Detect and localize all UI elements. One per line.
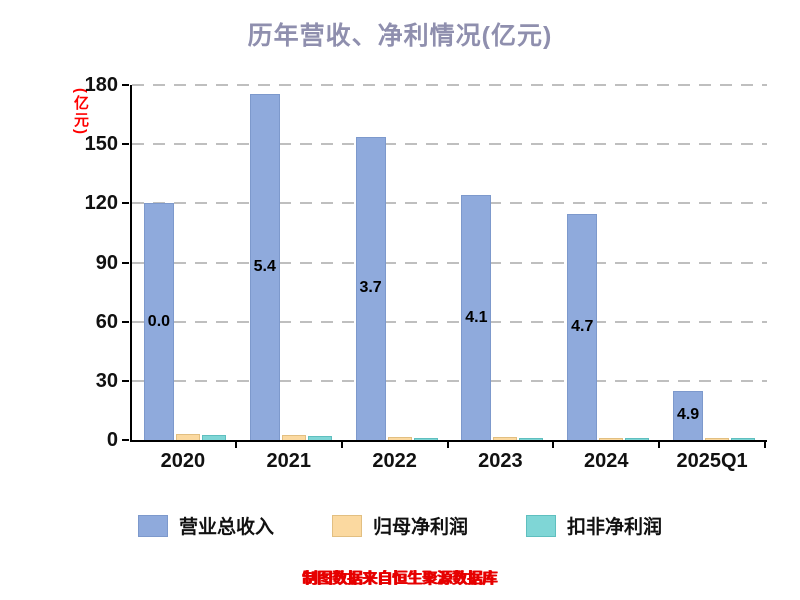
bar-营业总收入-2025Q1: [673, 390, 704, 440]
bar-value-label-2022: 3.7: [359, 279, 382, 297]
bar-归母净利润-2024: [599, 438, 624, 440]
y-tick-label-0: 0: [106, 429, 118, 451]
legend-item-归母净利润: 归母净利润: [331, 512, 468, 539]
bar-value-label-2025Q1: 4.9: [676, 406, 700, 424]
bar-营业总收入-2021: [249, 94, 280, 440]
bar-归母净利润-2020: [175, 433, 200, 440]
x-tick-mark-3: [552, 442, 555, 448]
x-tick-label-2023: 2023: [478, 450, 523, 472]
x-tick-label-2022: 2022: [372, 450, 417, 472]
chart-title: 历年营收、净利情况(亿元): [247, 22, 553, 50]
y-tick-mark-180: [122, 84, 129, 86]
gridline-150: [132, 143, 767, 146]
bar-value-label-2024: 4.7: [571, 317, 594, 335]
legend-label-归母净利润: 归母净利润: [372, 517, 468, 538]
legend-label-营业总收入: 营业总收入: [178, 517, 274, 538]
x-tick-mark-0: [234, 442, 237, 448]
x-tick-mark-1: [340, 442, 343, 448]
y-axis-unit-label: (亿元): [72, 88, 89, 136]
y-tick-label-120: 120: [84, 192, 118, 215]
bar-营业总收入-2024: [567, 213, 598, 440]
gridline-90: [132, 261, 767, 264]
legend-swatch-归母净利润: [331, 514, 362, 537]
bar-扣非净利润-2024: [625, 438, 650, 440]
y-tick-mark-30: [122, 379, 129, 382]
bar-归母净利润-2021: [281, 434, 306, 440]
gridline-60: [132, 320, 767, 323]
bar-value-label-2021: 5.4: [253, 258, 276, 276]
bar-营业总收入-2020: [143, 203, 174, 440]
y-tick-mark-0: [122, 439, 129, 441]
legend-swatch-营业总收入: [137, 514, 168, 537]
legend-swatch-扣非净利润: [526, 514, 556, 537]
y-tick-mark-90: [122, 261, 129, 264]
y-tick-mark-60: [122, 320, 129, 323]
x-tick-mark-4: [658, 442, 661, 448]
x-tick-mark-2: [446, 442, 449, 448]
y-tick-label-90: 90: [95, 251, 118, 274]
y-tick-label-180: 180: [84, 74, 118, 96]
x-tick-label-2020: 2020: [160, 450, 206, 472]
y-tick-label-150: 150: [84, 133, 118, 156]
gridline-30: [132, 379, 767, 382]
legend: 营业总收入 归母净利润 扣非净利润: [0, 512, 800, 539]
y-tick-mark-150: [122, 143, 129, 146]
bar-扣非净利润-2023: [519, 437, 544, 440]
bar-value-label-2023: 4.1: [465, 308, 488, 326]
y-tick-label-60: 60: [95, 310, 118, 333]
bar-扣非净利润-2020: [201, 435, 226, 440]
bar-扣非净利润-2022: [413, 437, 438, 440]
legend-item-扣非净利润: 扣非净利润: [526, 512, 662, 539]
legend-label-扣非净利润: 扣非净利润: [567, 517, 663, 538]
y-tick-mark-120: [122, 202, 129, 205]
y-tick-label-30: 30: [95, 369, 118, 392]
gridline-180: [132, 84, 767, 86]
bar-营业总收入-2023: [461, 195, 492, 440]
bar-归母净利润-2022: [387, 437, 412, 440]
x-tick-label-2021: 2021: [266, 450, 312, 472]
bar-value-label-2020: 0.0: [147, 312, 171, 330]
bar-扣非净利润-2025Q1: [731, 438, 756, 440]
legend-item-营业总收入: 营业总收入: [137, 512, 274, 539]
bar-营业总收入-2022: [355, 136, 386, 440]
plot-area: 0.0 5.4 3.7 4.1 4.7 4.9: [130, 84, 767, 442]
bar-扣非净利润-2021: [307, 436, 332, 440]
source-note: 制图数据来自恒生聚源数据库: [302, 570, 498, 587]
bar-归母净利润-2025Q1: [705, 438, 730, 440]
x-tick-mark-5: [764, 442, 766, 448]
x-tick-label-2025Q1: 2025Q1: [676, 450, 748, 472]
bar-归母净利润-2023: [493, 436, 518, 440]
x-tick-label-2024: 2024: [584, 450, 629, 472]
gridline-120: [132, 202, 767, 205]
